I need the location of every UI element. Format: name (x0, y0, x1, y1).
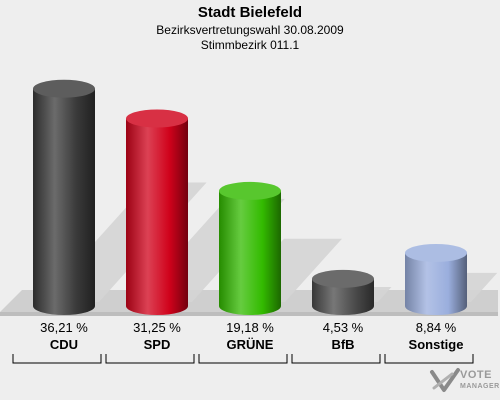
category-label-grüne: GRÜNE (227, 337, 274, 352)
bar-top-spd (126, 109, 188, 128)
bar-cdu (33, 88, 95, 316)
category-bracket-grüne (198, 354, 288, 364)
bar-sonstige (405, 252, 467, 315)
chart-title: Stadt Bielefeld (197, 4, 303, 21)
chart-subtitle-district: Stimmbezirk 011.1 (200, 38, 300, 52)
category-label-sonstige: Sonstige (409, 337, 464, 352)
value-label-spd: 31,25 % (133, 320, 181, 335)
bar-top-cdu (33, 79, 95, 98)
category-bracket-sonstige (384, 354, 474, 364)
category-bracket-cdu (12, 354, 102, 364)
value-label-sonstige: 8,84 % (416, 320, 457, 335)
chart-subtitle-election: Bezirksvertretungswahl 30.08.2009 (156, 23, 344, 37)
bar-grüne (219, 190, 281, 315)
category-label-spd: SPD (144, 337, 171, 352)
category-label-cdu: CDU (50, 337, 78, 352)
vote-manager-logo (430, 368, 460, 392)
bar-spd (126, 118, 188, 315)
bar-top-grüne (219, 181, 281, 200)
category-bracket-spd (105, 354, 195, 364)
watermark-text-vote: VOTE (460, 369, 492, 381)
value-label-grüne: 19,18 % (226, 320, 274, 335)
category-bracket-bfb (291, 354, 381, 364)
checkmark-x-icon (430, 368, 460, 392)
bar-top-sonstige (405, 243, 467, 262)
value-label-bfb: 4,53 % (323, 320, 364, 335)
category-label-bfb: BfB (331, 337, 354, 352)
watermark-text-manager: MANAGER (460, 383, 500, 390)
bar-top-bfb (312, 269, 374, 288)
value-label-cdu: 36,21 % (40, 320, 88, 335)
bar-bfb (312, 278, 374, 315)
